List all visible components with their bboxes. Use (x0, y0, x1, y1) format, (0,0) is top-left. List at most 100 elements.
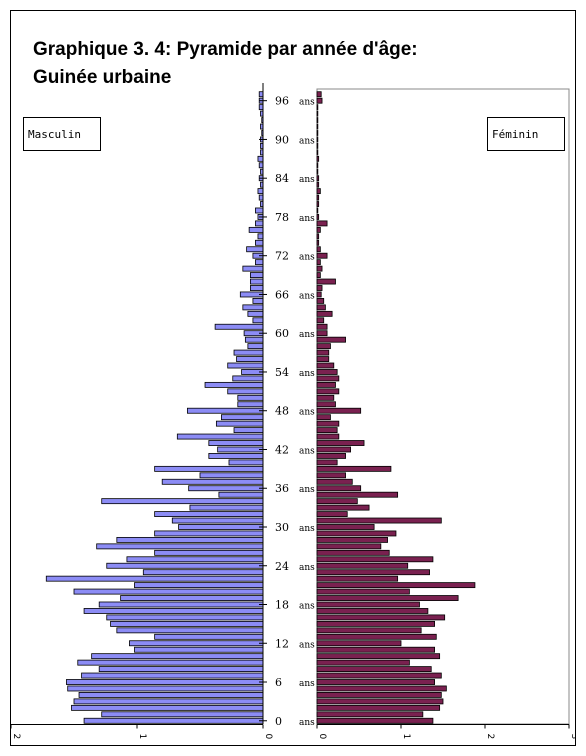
female-bar-age-37 (316, 478, 353, 485)
female-bar-age-12 (316, 640, 402, 647)
male-bar-age-17 (83, 608, 264, 614)
female-bar-age-60 (316, 330, 328, 337)
female-axis-tick-3: 3 (569, 734, 576, 740)
female-bar-age-87 (316, 155, 320, 162)
age-tick-label-24: 24 (275, 560, 289, 573)
female-bar-age-57 (316, 349, 330, 356)
female-bar-age-56 (316, 356, 330, 362)
female-bar-age-7 (316, 672, 442, 679)
female-bar-age-84 (316, 175, 320, 182)
female-bar-age-72 (316, 252, 328, 259)
female-bar-age-71 (316, 259, 321, 266)
age-tick-label-48: 48 (275, 405, 289, 418)
male-bar-age-35 (218, 491, 264, 498)
female-bar-age-82 (316, 188, 321, 195)
female-bar-age-16 (316, 614, 446, 621)
female-bar-age-86 (316, 162, 319, 169)
male-bar-age-70 (242, 265, 264, 272)
female-bar-age-89 (316, 142, 319, 149)
age-unit-label-54: ans (299, 369, 315, 379)
male-bar-age-10 (91, 653, 264, 660)
female-bar-age-75 (316, 233, 320, 240)
female-bar-age-3 (316, 698, 444, 705)
female-bar-age-69 (316, 272, 321, 279)
male-bar-age-68 (249, 278, 264, 285)
female-bar-age-96 (316, 97, 323, 104)
male-bar-age-28 (116, 536, 264, 543)
male-bar-age-14 (116, 627, 264, 634)
female-bar-age-51 (316, 388, 340, 395)
male-bar-age-36 (188, 485, 264, 492)
male-bar-age-25 (126, 556, 264, 563)
male-bar-age-57 (233, 349, 264, 356)
male-bar-age-8 (98, 666, 264, 673)
male-bar-age-2 (71, 704, 264, 711)
age-tick-label-36: 36 (275, 482, 289, 495)
female-bar-age-50 (316, 394, 335, 401)
age-tick-label-54: 54 (275, 366, 289, 379)
male-bar-age-87 (257, 155, 264, 162)
female-bar-age-97 (316, 91, 322, 98)
male-bar-age-34 (101, 498, 264, 505)
female-bar-age-4 (316, 692, 442, 698)
male-bar-age-9 (77, 659, 264, 666)
female-bar-age-17 (316, 608, 429, 614)
age-tick-label-0: 0 (275, 715, 282, 728)
age-unit-label-90: ans (299, 136, 315, 146)
age-tick-label-18: 18 (275, 599, 289, 612)
female-bar-age-5 (316, 685, 447, 692)
female-bar-age-25 (316, 556, 434, 563)
male-bar-age-55 (227, 362, 264, 369)
male-bar-age-7 (81, 672, 264, 679)
male-bar-age-79 (255, 207, 264, 214)
male-bar-age-46 (215, 420, 264, 427)
male-bar-age-49 (237, 401, 264, 408)
male-bar-age-51 (227, 388, 264, 395)
male-bar-age-43 (208, 440, 264, 446)
male-bar-age-20 (73, 588, 264, 595)
female-bar-age-2 (316, 704, 441, 711)
female-bar-age-30 (316, 524, 375, 530)
male-bar-age-63 (247, 310, 264, 317)
age-tick-label-78: 78 (275, 211, 289, 224)
male-axis-tick-0: 0 (263, 734, 273, 740)
male-bar-age-75 (257, 233, 264, 240)
male-bar-age-77 (255, 220, 264, 227)
female-bar-age-1 (316, 711, 424, 718)
male-bar-age-65 (252, 298, 264, 304)
female-bar-age-90 (316, 136, 319, 143)
age-unit-label-36: ans (299, 485, 315, 495)
female-bar-age-92 (316, 123, 319, 130)
female-bar-age-29 (316, 530, 397, 537)
female-bar-age-80 (316, 201, 320, 207)
age-tick-label-12: 12 (275, 637, 289, 650)
legend-male: Masculin (23, 117, 101, 151)
female-bar-age-42 (316, 446, 351, 453)
age-tick-label-42: 42 (275, 443, 289, 456)
age-unit-label-72: ans (299, 253, 315, 263)
male-bar-age-38 (199, 472, 264, 479)
age-tick-label-90: 90 (275, 133, 289, 146)
male-bar-age-4 (78, 692, 264, 698)
female-bar-age-54 (316, 369, 338, 375)
age-unit-label-18: ans (299, 602, 315, 612)
female-bar-age-6 (316, 679, 435, 685)
female-bar-age-43 (316, 440, 365, 446)
age-tick-label-96: 96 (275, 95, 289, 108)
male-bar-age-0 (83, 717, 264, 724)
male-axis-tick-1: 1 (137, 734, 147, 740)
female-bar-age-39 (316, 465, 392, 472)
male-bar-age-86 (258, 162, 264, 169)
male-bar-age-53 (232, 375, 264, 382)
age-unit-label-48: ans (299, 408, 315, 418)
male-bar-age-47 (221, 414, 264, 421)
age-tick-label-66: 66 (275, 288, 289, 301)
chart-frame: 0 ans 6 ans 12 ans 18 ans 24 ans 30 ans 36 ans 42 ans 48… (10, 10, 576, 746)
female-bar-age-66 (316, 291, 322, 298)
male-bar-age-41 (208, 453, 264, 459)
male-bar-age-3 (73, 698, 264, 705)
female-bar-age-62 (316, 317, 325, 324)
age-unit-label-24: ans (299, 563, 315, 573)
female-bar-age-33 (316, 504, 370, 511)
